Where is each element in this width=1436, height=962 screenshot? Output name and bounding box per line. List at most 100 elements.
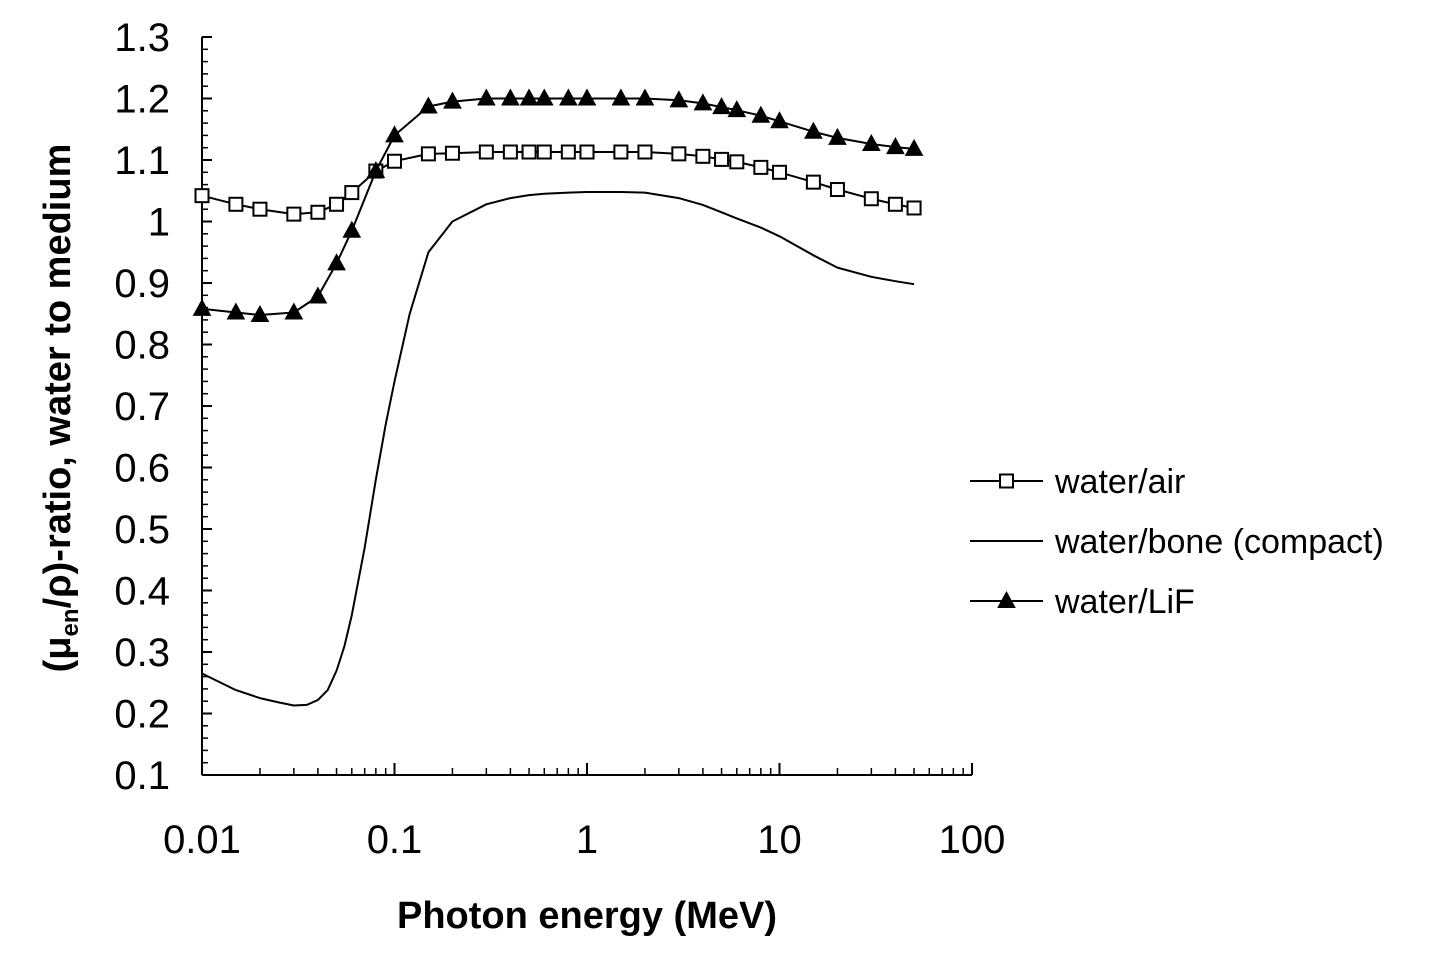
series-line [201, 97, 915, 316]
square-marker [252, 201, 268, 217]
triangle-marker [997, 590, 1016, 608]
square-marker [613, 144, 629, 160]
triangle-marker [250, 304, 270, 322]
legend-label: water/air [1054, 463, 1185, 501]
triangle-marker [577, 88, 597, 106]
square-marker [671, 146, 687, 162]
series-water-lif [192, 88, 924, 322]
square-marker [444, 145, 460, 161]
y-tick-label: 1 [148, 201, 170, 245]
x-tick-label: 10 [757, 818, 802, 862]
square-marker [714, 151, 730, 167]
y-tick-label: 0.4 [114, 570, 170, 614]
y-tick-label: 0.6 [114, 447, 170, 491]
legend-item: water/LiF [970, 583, 1195, 621]
square-marker [887, 196, 903, 212]
x-axis-title: Photon energy (MeV) [397, 895, 777, 937]
legend-label: water/bone (compact) [1054, 523, 1384, 561]
square-marker [387, 153, 402, 169]
triangle-marker [519, 88, 539, 106]
square-marker [310, 204, 326, 220]
triangle-marker [501, 88, 520, 106]
square-marker [344, 185, 360, 201]
triangle-marker [284, 302, 304, 320]
triangle-marker [611, 88, 631, 106]
square-marker [329, 196, 345, 212]
square-marker [999, 473, 1014, 489]
square-marker [729, 154, 745, 170]
x-tick-label: 0.01 [163, 818, 241, 862]
triangle-marker [327, 253, 346, 271]
triangle-marker [534, 88, 554, 106]
square-marker [805, 174, 821, 190]
triangle-marker [559, 88, 578, 106]
triangle-marker [385, 125, 404, 143]
triangle-marker [308, 286, 328, 304]
square-marker [579, 144, 595, 160]
triangle-marker [904, 138, 924, 156]
triangle-marker [828, 127, 847, 145]
square-marker [521, 144, 537, 160]
y-tick-label: 1.3 [114, 16, 170, 60]
triangle-marker [804, 121, 823, 139]
y-tick-label: 0.8 [114, 324, 170, 368]
series-water-air [194, 144, 922, 222]
triangle-marker [751, 105, 771, 123]
y-axis-title-subscript: en [57, 608, 84, 636]
square-marker [863, 191, 879, 207]
square-marker [637, 144, 653, 160]
y-tick-label: 0.1 [114, 754, 170, 798]
triangle-marker [419, 96, 438, 114]
series-line [201, 191, 915, 707]
square-marker [536, 144, 552, 160]
square-marker [194, 188, 210, 204]
square-marker [695, 148, 711, 164]
square-marker [286, 206, 302, 222]
triangle-marker [226, 302, 246, 320]
square-marker [829, 182, 845, 198]
triangle-marker [693, 93, 713, 111]
y-axis-title-suffix: /ρ)-ratio, water to medium [37, 144, 79, 609]
triangle-marker [886, 137, 905, 155]
y-tick-label: 0.2 [114, 693, 170, 737]
triangle-marker [727, 100, 747, 118]
y-axis-title-prefix: (μ [37, 636, 79, 672]
x-tick-label: 1 [576, 818, 598, 862]
legend: water/air water/bone (compact) water/LiF [970, 463, 1384, 621]
triangle-marker [770, 111, 789, 129]
square-marker [560, 144, 576, 160]
y-tick-label: 1.2 [114, 78, 170, 122]
square-marker [502, 144, 518, 160]
series-water-bone-compact- [201, 191, 915, 707]
triangle-marker [862, 133, 881, 152]
axes: 0.1 0.2 0.3 0.4 0.5 0.6 0.7 0.8 0.9 1 1.1 1.2 1.3 0.0… [114, 16, 1005, 862]
triangle-marker [342, 220, 362, 238]
series-layer [192, 88, 924, 707]
x-tick-label: 0.1 [367, 818, 423, 862]
triangle-marker [366, 161, 386, 179]
y-tick-label: 0.9 [114, 262, 170, 306]
triangle-marker [669, 90, 689, 108]
y-axis-title: (μen/ρ)-ratio, water to medium [37, 144, 84, 673]
legend-item: water/air [970, 463, 1185, 501]
square-marker [228, 196, 244, 212]
y-tick-label: 0.7 [114, 385, 170, 429]
triangle-marker [712, 97, 731, 115]
legend-item: water/bone (compact) [970, 523, 1384, 561]
y-tick-label: 1.1 [114, 139, 170, 183]
triangle-marker [443, 91, 462, 109]
square-marker [478, 144, 494, 160]
legend-label: water/LiF [1054, 583, 1195, 621]
square-marker [753, 159, 769, 175]
square-marker [772, 164, 787, 180]
square-marker [906, 200, 922, 216]
triangle-marker [192, 298, 212, 316]
triangle-marker [477, 88, 496, 106]
y-tick-label: 0.3 [114, 631, 170, 675]
y-tick-label: 0.5 [114, 508, 170, 552]
triangle-marker [635, 88, 655, 106]
square-marker [420, 146, 436, 162]
x-tick-label: 100 [939, 818, 1006, 862]
